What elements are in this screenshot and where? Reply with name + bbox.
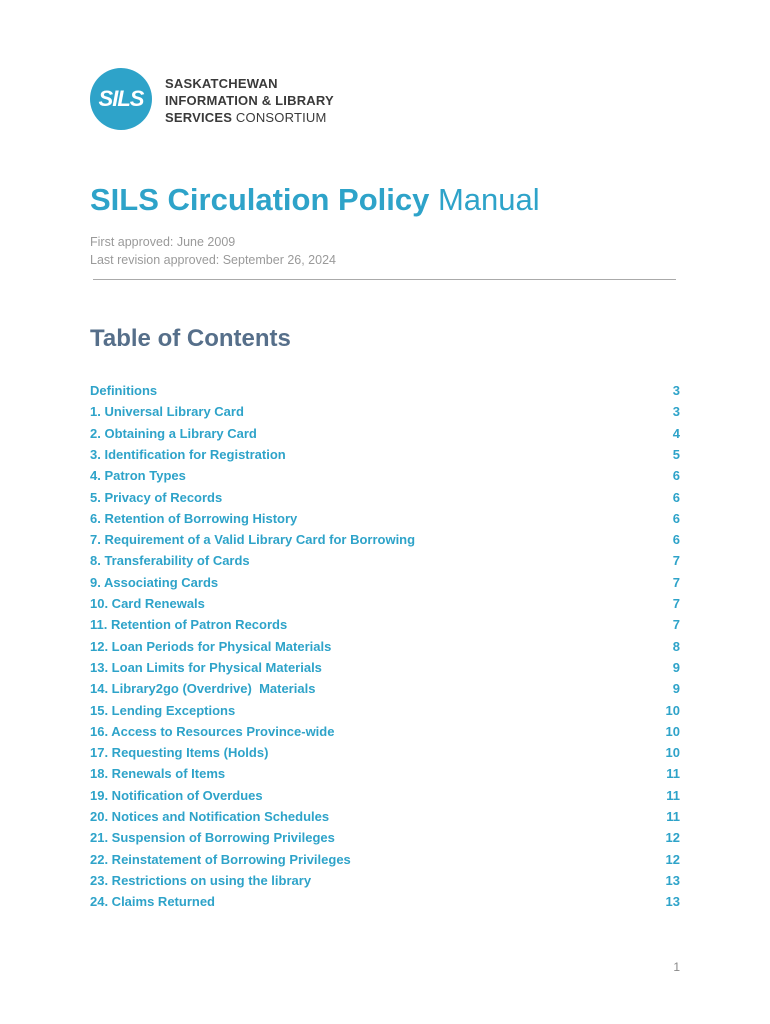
toc-entry[interactable]: 15. Lending Exceptions [90, 702, 236, 718]
page-number: 1 [673, 960, 680, 974]
toc-page[interactable]: 7 [672, 617, 680, 633]
title-bold: SILS Circulation Policy [90, 182, 430, 217]
toc-entry[interactable]: 16. Access to Resources Province-wide [90, 723, 335, 739]
toc-page[interactable]: 10 [665, 745, 680, 761]
toc-page[interactable]: 13 [665, 872, 680, 888]
toc-page[interactable]: 9 [672, 659, 680, 675]
toc-page[interactable]: 11 [666, 809, 680, 824]
toc-page[interactable]: 3 [672, 404, 680, 420]
toc-entry[interactable]: 21. Suspension of Borrowing Privileges [90, 830, 335, 846]
toc-page[interactable]: 11 [666, 787, 680, 803]
toc-entry[interactable]: 8. Transferability of Cards [90, 553, 250, 569]
toc-page[interactable]: 7 [672, 553, 680, 569]
title: SILS Circulation Policy Manual [90, 182, 540, 218]
title-regular: Manual [437, 182, 540, 217]
toc-entry[interactable]: 18. Renewals of Items [90, 766, 226, 782]
toc-page[interactable]: 9 [672, 681, 680, 697]
toc-heading: Table of Contents [90, 325, 291, 352]
toc-entry[interactable]: 13. Loan Limits for Physical Materials [90, 659, 322, 675]
toc-entry[interactable]: 19. Notification of Overdues [90, 787, 263, 803]
toc-entry[interactable]: 11. Retention of Patron Records [90, 617, 288, 633]
divider [93, 279, 676, 280]
toc-entry[interactable]: 6. Retention of Borrowing History [90, 510, 298, 526]
toc-entry[interactable]: 20. Notices and Notification Schedules [90, 809, 330, 824]
toc-page[interactable]: 13 [665, 894, 680, 910]
toc-entry[interactable]: 22. Reinstatement of Borrowing Privilege… [90, 851, 351, 867]
logo-text: INFORMATION & LIBRARY [165, 93, 334, 108]
toc-entry[interactable]: 9. Associating Cards [90, 574, 219, 590]
toc-page[interactable]: 4 [672, 425, 680, 441]
toc-page[interactable]: 12 [665, 830, 680, 846]
toc-entry[interactable]: 5. Privacy of Records [90, 489, 223, 505]
toc-entry[interactable]: 10. Card Renewals [90, 596, 205, 611]
toc-page[interactable]: 8 [672, 638, 680, 654]
toc-entry[interactable]: 14. Library2go (Overdrive) Materials [90, 681, 316, 697]
meta: Last revision approved: September 26, 20… [90, 253, 336, 267]
toc-entry[interactable]: 4. Patron Types [90, 468, 186, 484]
toc-page[interactable]: 10 [665, 702, 680, 718]
toc-entry[interactable]: 23. Restrictions on using the library [90, 872, 312, 888]
toc-page[interactable]: 12 [665, 851, 680, 867]
toc-entry[interactable]: Definitions [90, 383, 158, 398]
toc-page[interactable]: 6 [672, 489, 680, 505]
logo-mark: SILS [90, 68, 152, 130]
logo-text: SERVICES CONSORTIUM [165, 110, 327, 125]
toc-page[interactable]: 5 [672, 446, 680, 462]
meta: First approved: June 2009 [90, 235, 236, 249]
toc-entry[interactable]: 2. Obtaining a Library Card [90, 425, 257, 441]
toc-page[interactable]: 7 [672, 574, 680, 590]
logo-text: CONSORTIUM [235, 110, 327, 125]
toc-page[interactable]: 10 [665, 723, 680, 739]
toc-entry[interactable]: 17. Requesting Items (Holds) [90, 745, 269, 761]
toc-page[interactable]: 7 [672, 596, 680, 611]
logo-text: SERVICES [165, 110, 233, 125]
toc-page[interactable]: 6 [672, 532, 680, 548]
toc-entry[interactable]: 3. Identification for Registration [90, 446, 286, 462]
toc-entry[interactable]: 7. Requirement of a Valid Library Card f… [90, 532, 416, 548]
toc-entry[interactable]: 12. Loan Periods for Physical Materials [90, 638, 332, 654]
toc-page[interactable]: 3 [672, 383, 680, 398]
toc-page[interactable]: 6 [672, 468, 680, 484]
logo-text: SASKATCHEWAN [165, 76, 278, 91]
toc-entry[interactable]: 24. Claims Returned [90, 894, 215, 910]
toc-page[interactable]: 6 [672, 510, 680, 526]
toc-entry[interactable]: 1. Universal Library Card [90, 404, 244, 420]
toc-page[interactable]: 11 [666, 766, 680, 782]
